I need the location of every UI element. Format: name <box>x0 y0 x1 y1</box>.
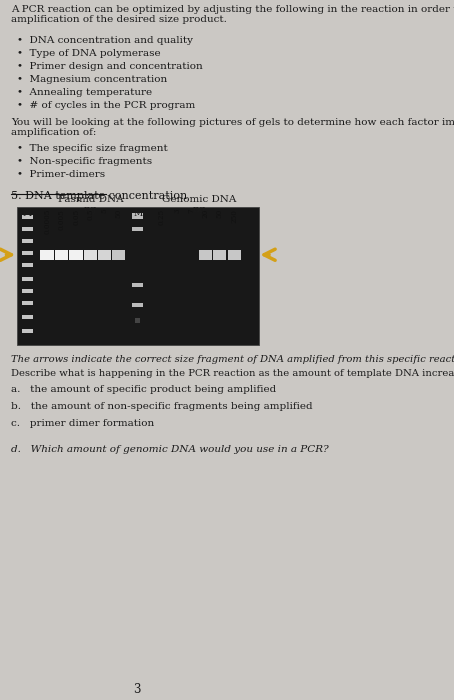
Text: •  Magnesium concentration: • Magnesium concentration <box>17 75 167 84</box>
Text: The arrows indicate the correct size fragment of DNA amplified from this specifi: The arrows indicate the correct size fra… <box>11 355 454 364</box>
Text: 0.5: 0.5 <box>87 209 94 220</box>
Text: M: M <box>133 209 143 218</box>
Text: 5. DNA template concentration: 5. DNA template concentration <box>11 191 187 201</box>
Text: You will be looking at the following pictures of gels to determine how each fact: You will be looking at the following pic… <box>11 118 454 137</box>
Text: •  Non-specific fragments: • Non-specific fragments <box>17 157 152 166</box>
Text: Pasmid DNA
ng: Pasmid DNA ng <box>58 195 123 214</box>
Text: •  # of cycles in the PCR program: • # of cycles in the PCR program <box>17 101 195 110</box>
Text: •  The specific size fragment: • The specific size fragment <box>17 144 168 153</box>
Bar <box>112 250 125 260</box>
Bar <box>84 250 97 260</box>
Bar <box>40 250 54 260</box>
Bar <box>98 250 111 260</box>
Text: 50: 50 <box>114 209 123 218</box>
Bar <box>22 276 33 281</box>
Text: 50: 50 <box>215 209 223 218</box>
Bar <box>132 283 143 287</box>
Bar <box>132 227 143 231</box>
Bar <box>22 227 33 231</box>
Text: 7: 7 <box>187 209 195 214</box>
Text: Describe what is happening in the PCR reaction as the amount of template DNA inc: Describe what is happening in the PCR re… <box>11 369 454 377</box>
Bar <box>22 262 33 267</box>
Text: 0.005: 0.005 <box>58 209 66 230</box>
Bar <box>22 315 33 318</box>
Text: A PCR reaction can be optimized by adjusting the following in the reaction in or: A PCR reaction can be optimized by adjus… <box>11 5 454 24</box>
Text: 20: 20 <box>202 209 209 218</box>
Text: b.   the amount of non-specific fragments being amplified: b. the amount of non-specific fragments … <box>11 402 312 411</box>
Text: 3: 3 <box>173 209 181 214</box>
Text: •  Type of DNA polymerase: • Type of DNA polymerase <box>17 49 161 58</box>
Bar <box>69 250 83 260</box>
Bar <box>22 288 33 293</box>
Bar <box>55 250 68 260</box>
Text: d.   Which amount of genomic DNA would you use in a PCR?: d. Which amount of genomic DNA would you… <box>11 444 329 454</box>
Text: Genomic DNA
ng: Genomic DNA ng <box>162 195 237 214</box>
Text: a.   the amount of specific product being amplified: a. the amount of specific product being … <box>11 384 276 393</box>
Text: •  Primer-dimers: • Primer-dimers <box>17 170 105 178</box>
Text: 0.0005: 0.0005 <box>43 209 51 235</box>
Text: M: M <box>23 209 32 218</box>
Text: 250: 250 <box>230 209 238 223</box>
Text: •  Annealing temperature: • Annealing temperature <box>17 88 152 97</box>
Bar <box>135 318 140 323</box>
Bar <box>22 215 33 219</box>
Bar <box>132 302 143 307</box>
Text: •  DNA concentration and quality: • DNA concentration and quality <box>17 36 193 45</box>
Bar <box>22 301 33 304</box>
Bar <box>132 213 143 219</box>
Bar <box>199 250 212 260</box>
Text: 3: 3 <box>133 683 141 696</box>
Text: •  Primer design and concentration: • Primer design and concentration <box>17 62 202 71</box>
Text: 0.25: 0.25 <box>158 209 166 225</box>
Text: 5: 5 <box>100 209 109 214</box>
Bar <box>22 251 33 255</box>
Bar <box>17 206 259 344</box>
Bar <box>22 329 33 332</box>
Bar <box>228 250 241 260</box>
Bar <box>22 239 33 243</box>
Text: c.   primer dimer formation: c. primer dimer formation <box>11 419 154 428</box>
Bar <box>212 250 226 260</box>
Text: 0.05: 0.05 <box>72 209 80 225</box>
